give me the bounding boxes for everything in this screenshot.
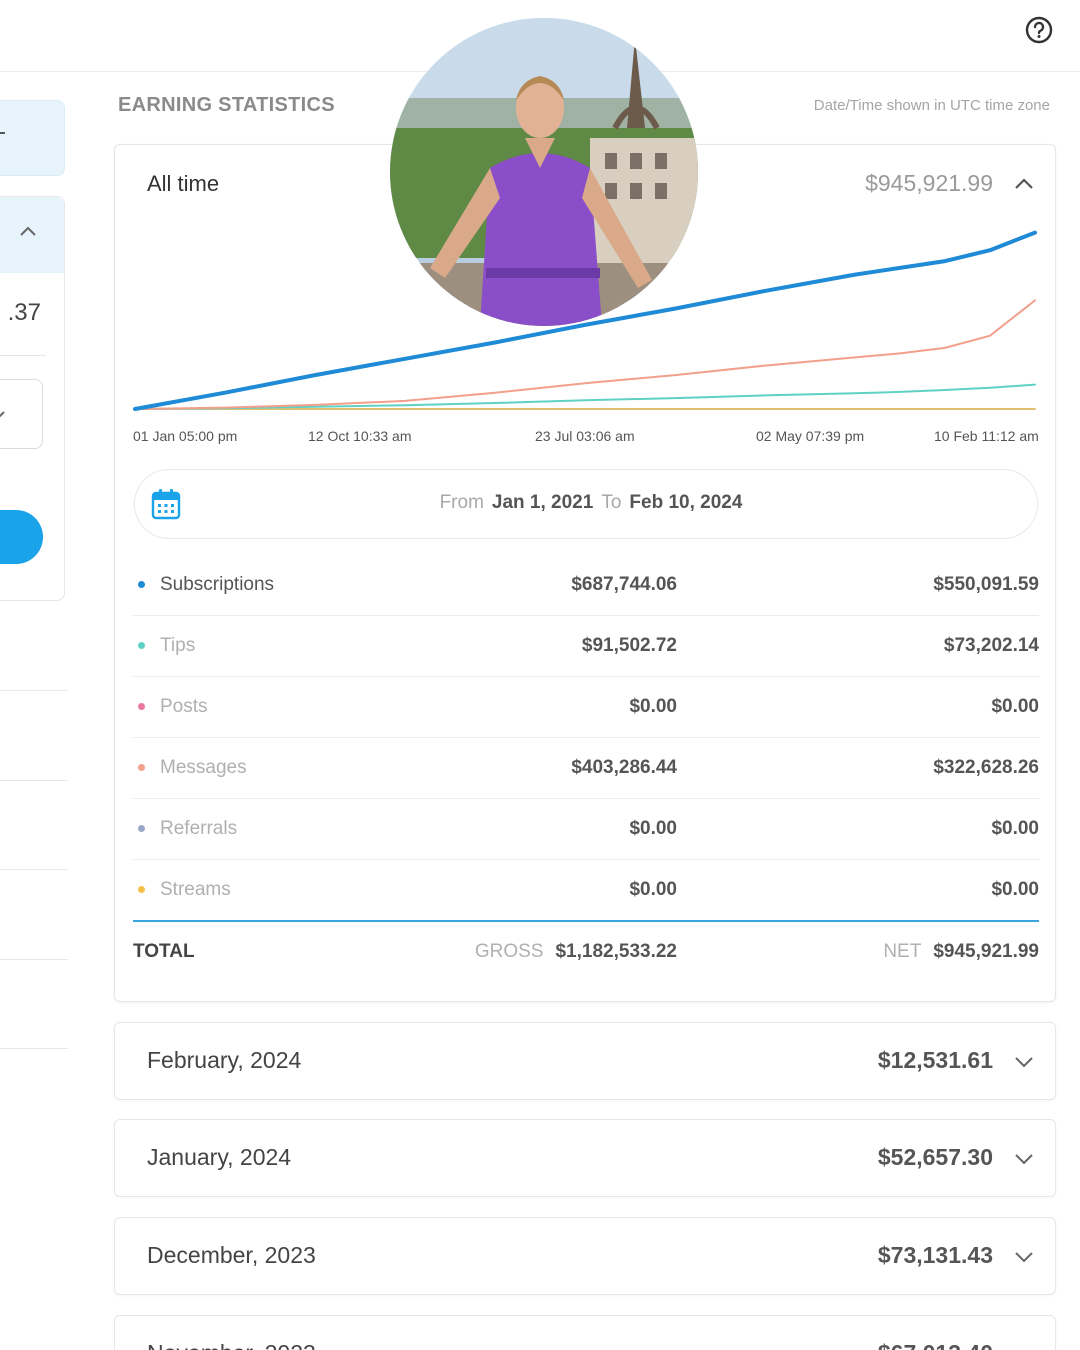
total-gross: GROSS $1,182,533.22 xyxy=(475,941,677,963)
section-title: EARNING STATISTICS xyxy=(118,94,335,116)
month-amount: $52,657.30 xyxy=(877,1144,993,1170)
total-divider xyxy=(133,920,1039,922)
chevron-down-icon xyxy=(0,411,5,418)
legend-dot xyxy=(138,703,145,710)
divider xyxy=(0,690,68,691)
row-label: Tips xyxy=(160,635,196,656)
row-net: $0.00 xyxy=(991,879,1039,900)
earnings-row-posts: Posts $0.00 $0.00 xyxy=(133,677,1039,738)
left-panel: .37 L xyxy=(0,0,80,1350)
total-gross-value: $1,182,533.22 xyxy=(555,941,677,962)
chevron-down-icon[interactable] xyxy=(1013,1148,1035,1170)
total-label: TOTAL xyxy=(133,941,195,962)
earnings-row-tips: Tips $91,502.72 $73,202.14 xyxy=(133,616,1039,677)
sidebar-summary-header[interactable] xyxy=(0,197,64,273)
month-label: January, 2024 xyxy=(147,1144,292,1170)
row-gross: $0.00 xyxy=(629,879,677,900)
row-net: $0.00 xyxy=(991,696,1039,717)
date-range-text: From Jan 1, 2021 To Feb 10, 2024 xyxy=(135,492,1039,514)
x-tick-label: 23 Jul 03:06 am xyxy=(535,428,635,444)
calendar-icon[interactable] xyxy=(151,488,181,520)
divider xyxy=(0,780,68,781)
row-label: Messages xyxy=(160,757,247,778)
earnings-breakdown: Subscriptions $687,744.06 $550,091.59 Ti… xyxy=(133,555,1039,921)
chevron-up-icon[interactable] xyxy=(19,223,37,241)
divider xyxy=(0,869,68,870)
help-icon[interactable] xyxy=(1024,15,1054,45)
chevron-down-icon[interactable] xyxy=(1013,1051,1035,1073)
chevron-up-icon[interactable] xyxy=(1013,173,1035,195)
month-card-february-2024[interactable]: February, 2024 $12,531.61 xyxy=(114,1022,1056,1100)
month-label: November, 2023 xyxy=(147,1340,316,1350)
from-date: Jan 1, 2021 xyxy=(491,492,594,513)
row-gross: $403,286.44 xyxy=(571,757,677,778)
gross-label: GROSS xyxy=(474,941,544,962)
timezone-note: Date/Time shown in UTC time zone xyxy=(813,97,1050,114)
earnings-row-referrals: Referrals $0.00 $0.00 xyxy=(133,799,1039,860)
sidebar-action-button[interactable]: L xyxy=(0,510,43,564)
legend-dot xyxy=(138,764,145,771)
row-net: $73,202.14 xyxy=(943,635,1039,656)
period-label[interactable]: All time xyxy=(147,171,220,196)
profile-photo-illustration xyxy=(390,18,698,326)
sidebar-summary-card: .37 L xyxy=(0,196,65,601)
legend-dot xyxy=(138,825,145,832)
row-net: $322,628.26 xyxy=(933,757,1039,778)
month-card-november-2023[interactable]: November, 2023 $67,013.40 xyxy=(114,1315,1056,1350)
sidebar-amount: .37 xyxy=(7,299,41,326)
legend-dot xyxy=(138,581,145,588)
month-amount: $67,013.40 xyxy=(878,1340,993,1350)
x-tick-label: 01 Jan 05:00 pm xyxy=(133,428,238,444)
period-amount: $945,921.99 xyxy=(865,170,993,196)
row-net: $0.00 xyxy=(991,818,1039,839)
row-gross: $687,744.06 xyxy=(571,574,677,595)
divider xyxy=(0,1048,68,1049)
earnings-line-chart xyxy=(133,230,1037,411)
series-line-1 xyxy=(134,299,1036,410)
month-label: February, 2024 xyxy=(147,1047,302,1073)
chevron-down-icon[interactable] xyxy=(1013,1246,1035,1268)
date-range-picker[interactable]: From Jan 1, 2021 To Feb 10, 2024 xyxy=(134,469,1038,539)
month-label: December, 2023 xyxy=(147,1242,316,1268)
earnings-row-streams: Streams $0.00 $0.00 xyxy=(133,860,1039,921)
row-label: Posts xyxy=(160,696,208,717)
to-label: To xyxy=(601,492,622,513)
earnings-row-subscriptions: Subscriptions $687,744.06 $550,091.59 xyxy=(133,555,1039,616)
series-line-2 xyxy=(134,383,1036,410)
row-gross: $91,502.72 xyxy=(581,635,677,656)
row-gross: $0.00 xyxy=(629,696,677,717)
month-card-december-2023[interactable]: December, 2023 $73,131.43 xyxy=(114,1217,1056,1295)
sidebar-select[interactable] xyxy=(0,379,43,449)
sidebar-card[interactable] xyxy=(0,100,65,176)
month-amount: $73,131.43 xyxy=(877,1242,993,1268)
month-card-january-2024[interactable]: January, 2024 $52,657.30 xyxy=(114,1119,1056,1197)
month-amount: $12,531.61 xyxy=(877,1047,993,1073)
total-row: TOTAL GROSS $1,182,533.22 NET $945,921.99 xyxy=(133,922,1039,982)
x-tick-label: 12 Oct 10:33 am xyxy=(308,428,412,444)
chevron-down-icon[interactable] xyxy=(1013,1344,1035,1350)
legend-dot xyxy=(138,642,145,649)
earnings-row-messages: Messages $403,286.44 $322,628.26 xyxy=(133,738,1039,799)
total-net: NET $945,921.99 xyxy=(883,941,1039,963)
row-net: $550,091.59 xyxy=(933,574,1039,595)
from-label: From xyxy=(439,492,484,513)
row-label: Referrals xyxy=(160,818,238,839)
legend-dot xyxy=(138,886,145,893)
to-date: Feb 10, 2024 xyxy=(629,492,743,513)
row-label: Streams xyxy=(160,879,231,900)
divider xyxy=(0,355,46,356)
divider xyxy=(0,959,68,960)
net-label: NET xyxy=(883,941,922,962)
x-tick-label: 10 Feb 11:12 am xyxy=(934,428,1039,444)
series-line-0 xyxy=(133,230,1037,411)
profile-photo xyxy=(390,18,698,326)
x-tick-label: 02 May 07:39 pm xyxy=(756,428,865,444)
row-label: Subscriptions xyxy=(160,574,275,595)
row-gross: $0.00 xyxy=(629,818,677,839)
total-net-value: $945,921.99 xyxy=(933,941,1039,962)
dash-mark xyxy=(0,132,5,134)
